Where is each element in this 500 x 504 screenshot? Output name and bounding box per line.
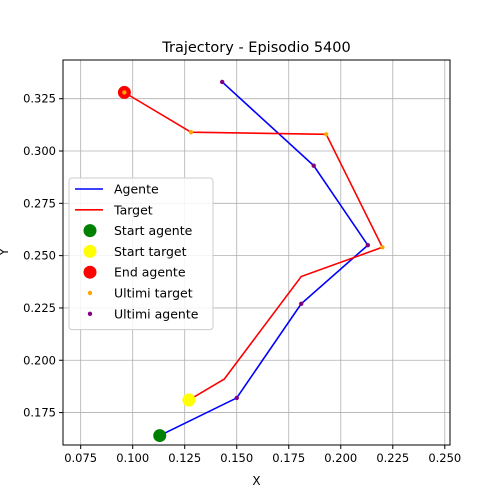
legend-box xyxy=(68,177,214,331)
x-tick-label: 0.175 xyxy=(272,451,305,465)
y-tick-label: 0.250 xyxy=(23,249,56,263)
ultimi-agente-point xyxy=(365,242,371,248)
x-tick-label: 0.125 xyxy=(168,451,201,465)
x-tick-label: 0.150 xyxy=(220,451,253,465)
x-axis-label: X xyxy=(252,474,260,488)
axis-ticks: 0.075 0.100 0.125 0.150 0.175 0.200 0.225 0.250… xyxy=(23,92,461,465)
series-agente-line xyxy=(159,81,369,437)
x-tick-label: 0.250 xyxy=(428,451,461,465)
x-tick-label: 0.225 xyxy=(376,451,409,465)
legend-label: Ultimi agente xyxy=(114,306,199,321)
ultimi-target-point xyxy=(188,129,194,135)
ultimi-agente-point xyxy=(299,301,304,306)
y-tick-label: 0.300 xyxy=(23,144,56,158)
x-tick-label: 0.200 xyxy=(324,451,357,465)
legend-label: End agente xyxy=(114,265,186,280)
y-tick-label: 0.225 xyxy=(23,301,56,315)
legend-label: Start target xyxy=(114,244,187,259)
x-tick-label: 0.075 xyxy=(64,451,97,465)
ultimi-target-point xyxy=(324,132,329,137)
ultimi-agente-point xyxy=(234,395,239,401)
legend-dot-ultimi-target xyxy=(87,290,93,296)
legend-label: Target xyxy=(113,202,153,217)
y-tick-label: 0.275 xyxy=(23,196,56,210)
start-target-marker xyxy=(182,393,196,407)
grid xyxy=(63,60,450,445)
start-agente-marker xyxy=(153,429,167,443)
legend-dot-ultimi-agente xyxy=(87,311,93,316)
y-tick-label: 0.175 xyxy=(23,406,56,420)
plot-frame xyxy=(62,59,451,446)
legend: Agente Target Start agente Start target End … xyxy=(68,177,214,331)
legend-label: Agente xyxy=(114,182,159,197)
y-axis-label: Y xyxy=(0,248,11,257)
plot-series xyxy=(117,79,385,443)
legend-marker-start-agente xyxy=(83,224,97,238)
ultimi-agente-point xyxy=(311,163,316,168)
x-tick-label: 0.100 xyxy=(116,451,149,465)
legend-marker-start-target xyxy=(83,244,97,258)
ultimi-target-point xyxy=(380,245,385,250)
chart-title: Trajectory - Episodio 5400 xyxy=(161,40,350,56)
legend-marker-end-agente xyxy=(83,265,97,279)
ultimi-agente-point xyxy=(219,79,225,85)
legend-label: Start agente xyxy=(114,223,193,238)
legend-label: Ultimi target xyxy=(114,286,193,301)
ultimi-target-point xyxy=(122,90,127,95)
y-tick-label: 0.200 xyxy=(23,353,56,367)
y-tick-label: 0.325 xyxy=(23,92,56,106)
